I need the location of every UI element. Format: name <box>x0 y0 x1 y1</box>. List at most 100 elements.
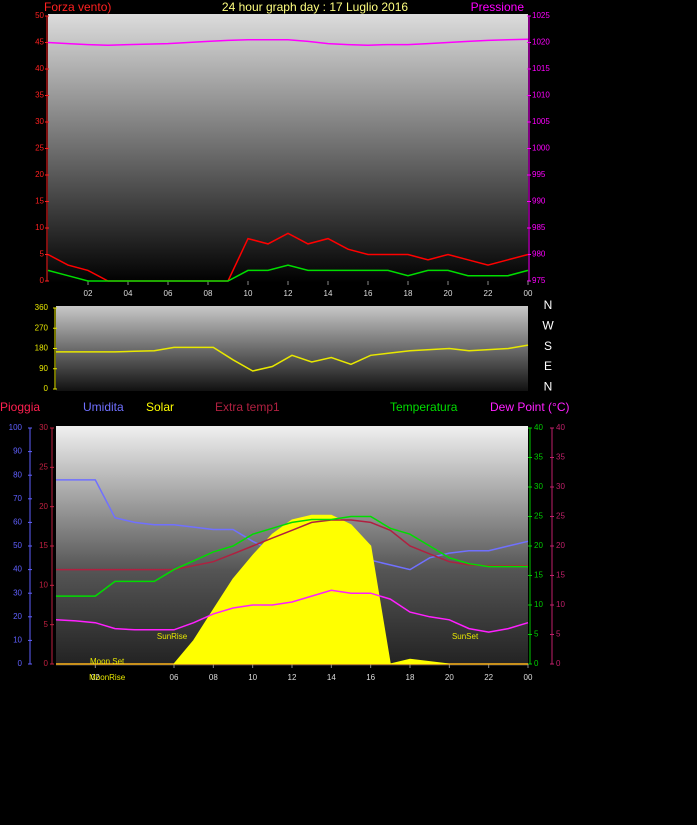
x-tick-label: 00 <box>524 673 533 682</box>
y-tick-label: 35 <box>534 453 543 462</box>
y-tick-label: 40 <box>13 565 22 574</box>
header-label: Pressione <box>471 0 525 14</box>
y-tick-label: 100 <box>9 423 23 432</box>
y-tick-label: 1015 <box>532 64 550 73</box>
plot-area <box>48 14 528 283</box>
legend-label: Temperatura <box>390 400 458 414</box>
x-tick-label: 20 <box>445 673 454 682</box>
x-tick-label: 10 <box>244 289 253 298</box>
y-tick-label: 40 <box>534 423 543 432</box>
x-tick-label: 22 <box>484 289 493 298</box>
y-tick-label: 20 <box>556 541 565 550</box>
y-tick-label: 0 <box>534 659 539 668</box>
y-tick-label: 45 <box>35 38 44 47</box>
y-tick-label: 1005 <box>532 117 550 126</box>
y-tick-label: 360 <box>35 303 49 312</box>
x-tick-label: 06 <box>164 289 173 298</box>
y-tick-label: 20 <box>35 170 44 179</box>
x-tick-label: 16 <box>364 289 373 298</box>
y-tick-label: 5 <box>44 620 49 629</box>
y-tick-label: 985 <box>532 223 546 232</box>
x-tick-label: 06 <box>170 673 179 682</box>
legend-label: Pioggia <box>0 400 40 414</box>
y-tick-label: 0 <box>18 659 23 668</box>
compass-label: N <box>544 379 553 393</box>
y-tick-label: 30 <box>39 423 48 432</box>
series-line <box>56 344 529 372</box>
x-tick-label: 14 <box>327 673 336 682</box>
y-tick-label: 20 <box>39 502 48 511</box>
series-line <box>47 38 529 46</box>
y-tick-label: 1000 <box>532 144 550 153</box>
y-tick-label: 15 <box>556 571 565 580</box>
y-tick-label: 40 <box>35 64 44 73</box>
annotation: SunRise <box>157 632 188 641</box>
y-tick-label: 60 <box>13 518 22 527</box>
x-tick-label: 14 <box>324 289 333 298</box>
y-tick-label: 1010 <box>532 91 550 100</box>
legend-label: Umidita <box>83 400 124 414</box>
y-tick-label: 30 <box>13 588 22 597</box>
y-tick-label: 15 <box>534 571 543 580</box>
y-tick-label: 50 <box>35 11 44 20</box>
y-tick-label: 5 <box>40 250 45 259</box>
y-tick-label: 90 <box>39 364 48 373</box>
y-tick-label: 5 <box>534 630 539 639</box>
compass-label: W <box>542 318 554 332</box>
y-tick-label: 980 <box>532 250 546 259</box>
y-tick-label: 30 <box>534 482 543 491</box>
y-tick-label: 995 <box>532 170 546 179</box>
series-line <box>56 515 528 597</box>
x-tick-label: 00 <box>524 289 533 298</box>
y-tick-label: 0 <box>44 659 49 668</box>
y-tick-label: 180 <box>35 344 49 353</box>
y-tick-label: 25 <box>39 462 48 471</box>
y-tick-label: 50 <box>13 541 22 550</box>
series-area <box>56 514 528 665</box>
annotation: Moon Set <box>90 657 125 666</box>
y-tick-label: 10 <box>39 580 48 589</box>
series-line <box>47 264 529 282</box>
y-tick-label: 15 <box>39 541 48 550</box>
y-tick-label: 20 <box>534 541 543 550</box>
y-tick-label: 10 <box>35 223 44 232</box>
x-tick-label: 12 <box>288 673 297 682</box>
y-tick-label: 40 <box>556 423 565 432</box>
y-tick-label: 25 <box>534 512 543 521</box>
y-tick-label: 10 <box>13 636 22 645</box>
compass-label: N <box>544 298 553 312</box>
y-tick-label: 1025 <box>532 11 550 20</box>
x-tick-label: 20 <box>444 289 453 298</box>
y-tick-label: 35 <box>35 91 44 100</box>
y-tick-label: 990 <box>532 197 546 206</box>
header-label: 24 hour graph day : 17 Luglio 2016 <box>222 0 408 14</box>
y-tick-label: 975 <box>532 276 546 285</box>
y-tick-label: 20 <box>13 612 22 621</box>
y-tick-label: 10 <box>534 600 543 609</box>
x-tick-label: 08 <box>209 673 218 682</box>
y-tick-label: 80 <box>13 470 22 479</box>
y-tick-label: 1020 <box>532 38 550 47</box>
y-tick-label: 15 <box>35 197 44 206</box>
y-tick-label: 90 <box>13 447 22 456</box>
legend-label: Dew Point (°C) <box>490 400 569 414</box>
x-tick-label: 04 <box>124 289 133 298</box>
x-tick-label: 18 <box>406 673 415 682</box>
header-label: Forza vento) <box>44 0 111 14</box>
series-line <box>56 519 528 571</box>
x-tick-label: 10 <box>248 673 257 682</box>
y-tick-label: 10 <box>556 600 565 609</box>
y-tick-label: 0 <box>40 276 45 285</box>
legend-label: Solar <box>146 400 174 414</box>
annotation: SunSet <box>452 632 479 641</box>
y-tick-label: 30 <box>35 117 44 126</box>
compass-label: E <box>544 359 552 373</box>
x-tick-label: 12 <box>284 289 293 298</box>
y-tick-label: 0 <box>44 384 49 393</box>
x-tick-label: 16 <box>366 673 375 682</box>
compass-label: S <box>544 339 552 353</box>
y-tick-label: 25 <box>35 144 44 153</box>
legend-label: Extra temp1 <box>215 400 280 414</box>
y-tick-label: 0 <box>556 659 561 668</box>
